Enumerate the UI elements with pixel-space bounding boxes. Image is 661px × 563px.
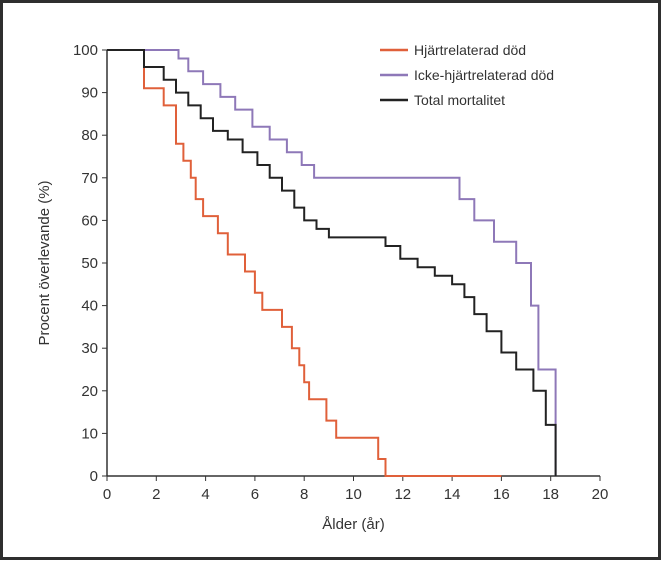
x-tick-label: 6 <box>251 486 259 503</box>
series-lines <box>107 49 557 477</box>
y-tick-label: 50 <box>81 255 98 272</box>
y-tick-label: 100 <box>73 42 98 59</box>
y-tick-label: 10 <box>81 425 98 442</box>
y-tick-label: 40 <box>81 298 98 315</box>
y-tick-label: 90 <box>81 85 98 102</box>
series-line-3 <box>107 49 557 476</box>
x-tick-label: 18 <box>542 486 559 503</box>
y-tick-label: 60 <box>81 212 98 229</box>
survival-chart: 0 10 20 30 40 50 60 70 80 90 100 0 2 4 6 8 10 12 14 16 18 20… <box>36 42 609 533</box>
series-line-1 <box>107 49 502 477</box>
x-tick-label: 14 <box>444 486 461 503</box>
legend-label: Hjärtrelaterad död <box>414 42 526 58</box>
y-tick-label: 0 <box>90 468 98 485</box>
y-tick-label: 70 <box>81 170 98 187</box>
x-tick-label: 0 <box>103 486 111 503</box>
y-tick-label: 20 <box>81 383 98 400</box>
y-ticks: 0 10 20 30 40 50 60 70 80 90 100 <box>73 42 107 485</box>
x-axis-label: Ålder (år) <box>322 516 385 533</box>
legend-label: Icke-hjärtrelaterad död <box>414 67 554 83</box>
x-tick-label: 10 <box>345 486 362 503</box>
x-tick-label: 4 <box>201 486 209 503</box>
x-tick-label: 20 <box>592 486 609 503</box>
x-ticks: 0 2 4 6 8 10 12 14 16 18 20 <box>103 476 609 503</box>
x-tick-label: 16 <box>493 486 510 503</box>
y-tick-label: 80 <box>81 127 98 144</box>
legend: Hjärtrelaterad död Icke-hjärtrelaterad dö… <box>380 42 554 108</box>
x-tick-label: 12 <box>394 486 411 503</box>
series-line-2 <box>107 49 557 476</box>
x-tick-label: 2 <box>152 486 160 503</box>
x-tick-label: 8 <box>300 486 308 503</box>
y-tick-label: 30 <box>81 340 98 357</box>
legend-label: Total mortalitet <box>414 92 505 108</box>
y-axis-label: Procent överlevande (%) <box>36 180 53 345</box>
